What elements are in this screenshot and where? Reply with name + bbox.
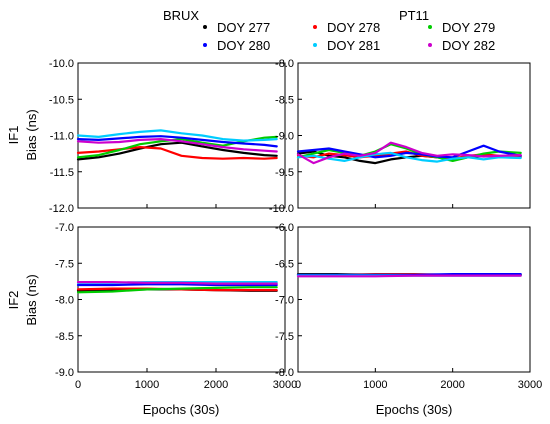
y-tick-label-brux-if1: -11.0 [50,131,74,143]
series-line-brux-if1-doy-278 [76,146,278,160]
series-line-pt11-if1-doy-281 [296,151,522,163]
series-line-pt11-if1-doy-279 [296,143,522,162]
y-tick-label-pt11-if2: -6.5 [275,258,294,270]
series-line-pt11-if2-doy-282 [296,274,522,278]
row-label-if2: IF2 [6,291,21,310]
station-title-pt11: PT11 [399,8,429,23]
legend-marker-doy-281 [313,43,317,47]
series-line-pt11-if1-doy-280 [296,144,522,159]
x-tick-label-pt11-if2: 3000 [518,379,542,391]
legend-marker-doy-280 [203,43,207,47]
y-tick-label-pt11-if2: -8.0 [275,367,294,379]
x-tick-label-pt11-if2: 0 [295,379,301,391]
station-title-brux: BRUX [163,8,199,23]
series-line-brux-if2-doy-282 [76,281,278,285]
y-tick-label-brux-if2: -7.0 [55,222,74,234]
y-tick-label-pt11-if2: -6.0 [275,222,294,234]
series-line-brux-if1-doy-280 [76,135,278,148]
y-axis-title-if2: Bias (ns) [24,274,39,325]
legend-label-doy-282: DOY 282 [442,38,495,53]
y-tick-label-pt11-if1: -8.5 [275,94,294,106]
panel-frame-pt11-if2 [297,226,531,373]
x-tick-label-pt11-if2: 2000 [440,379,464,391]
y-tick-label-pt11-if2: -7.5 [275,331,294,343]
legend-marker-doy-279 [428,25,432,29]
x-tick-label-pt11-if2: 1000 [363,379,387,391]
legend-label-doy-279: DOY 279 [442,20,495,35]
panel-frame-pt11-if1 [297,62,531,209]
legend-marker-doy-277 [203,25,207,29]
row-label-if1: IF1 [6,126,21,145]
x-tick-label-brux-if2: 0 [75,379,81,391]
y-tick-label-pt11-if1: -8.0 [275,58,294,70]
legend-marker-doy-278 [313,25,317,29]
x-axis-title-pt11: Epochs (30s) [376,402,453,417]
series-line-pt11-if1-doy-282 [296,141,522,165]
y-tick-label-brux-if1: -11.5 [50,167,74,179]
y-tick-label-brux-if2: -8.0 [55,295,74,307]
series-line-brux-if2-doy-279 [76,286,278,294]
y-tick-label-brux-if1: -10.5 [49,94,74,106]
y-tick-label-brux-if2: -7.5 [55,258,74,270]
y-tick-label-pt11-if2: -7.0 [275,295,294,307]
y-tick-label-brux-if1: -12.0 [49,203,74,215]
x-tick-label-brux-if2: 1000 [135,379,159,391]
y-axis-title-if1: Bias (ns) [24,109,39,160]
y-tick-label-brux-if1: -10.0 [49,58,74,70]
y-tick-label-pt11-if1: -10.0 [269,203,294,215]
legend-label-doy-277: DOY 277 [217,20,270,35]
series-line-brux-if1-doy-281 [76,129,278,142]
y-tick-label-brux-if2: -9.0 [55,367,74,379]
x-tick-label-brux-if2: 2000 [204,379,228,391]
series-line-brux-if2-doy-280 [76,283,278,287]
y-tick-label-pt11-if1: -9.0 [275,131,294,143]
legend-marker-doy-282 [428,43,432,47]
y-tick-label-pt11-if1: -9.5 [275,167,294,179]
series-line-brux-if1-doy-282 [76,138,278,153]
series-line-brux-if1-doy-277 [76,141,278,161]
x-tick-label-brux-if2: 3000 [273,379,297,391]
legend-label-doy-278: DOY 278 [327,20,380,35]
y-tick-label-brux-if2: -8.5 [55,331,74,343]
panel-frame-brux-if2 [77,226,286,373]
x-axis-title-brux: Epochs (30s) [143,402,220,417]
legend-label-doy-281: DOY 281 [327,38,380,53]
legend-label-doy-280: DOY 280 [217,38,270,53]
